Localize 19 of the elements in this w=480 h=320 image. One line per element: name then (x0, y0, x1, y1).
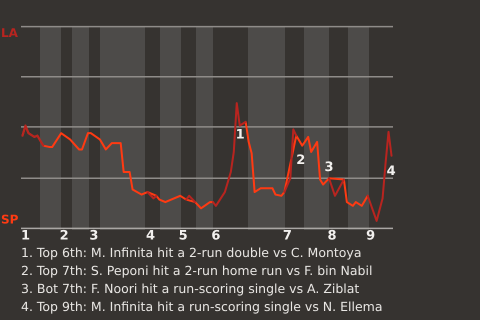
annotation: 3 (324, 160, 334, 176)
x-tick-label: 2 (60, 228, 69, 244)
text: SP (1, 212, 19, 227)
x-tick-label: 1 (20, 228, 30, 244)
text: 1. Top 6th: M. Infinita hit a 2-run double vs C. Montoya (21, 244, 362, 262)
annotation: 4 (386, 164, 396, 180)
annotation: 2 (296, 152, 306, 168)
text: 3. Bot 7th: F. Noori hit a run-scoring single vs A. Ziblat (21, 280, 360, 298)
x-tick-label: 5 (178, 228, 188, 244)
x-tick-label: 8 (327, 228, 337, 244)
x-tick-label: 4 (146, 228, 155, 244)
x-tick-label: 6 (211, 228, 220, 244)
x-tick-label: 9 (366, 228, 376, 244)
text: LA (1, 26, 19, 40)
x-tick-label: 3 (89, 228, 98, 244)
annotation: 1 (236, 128, 245, 143)
text: 2. Top 7th: S. Peponi hit a 2-run home run vs F. bin Nabil (21, 262, 374, 280)
x-tick-label: 7 (282, 228, 292, 244)
text: 4. Top 9th: M. Infinita hit a run-scoring single vs N. Ellema (21, 298, 382, 316)
